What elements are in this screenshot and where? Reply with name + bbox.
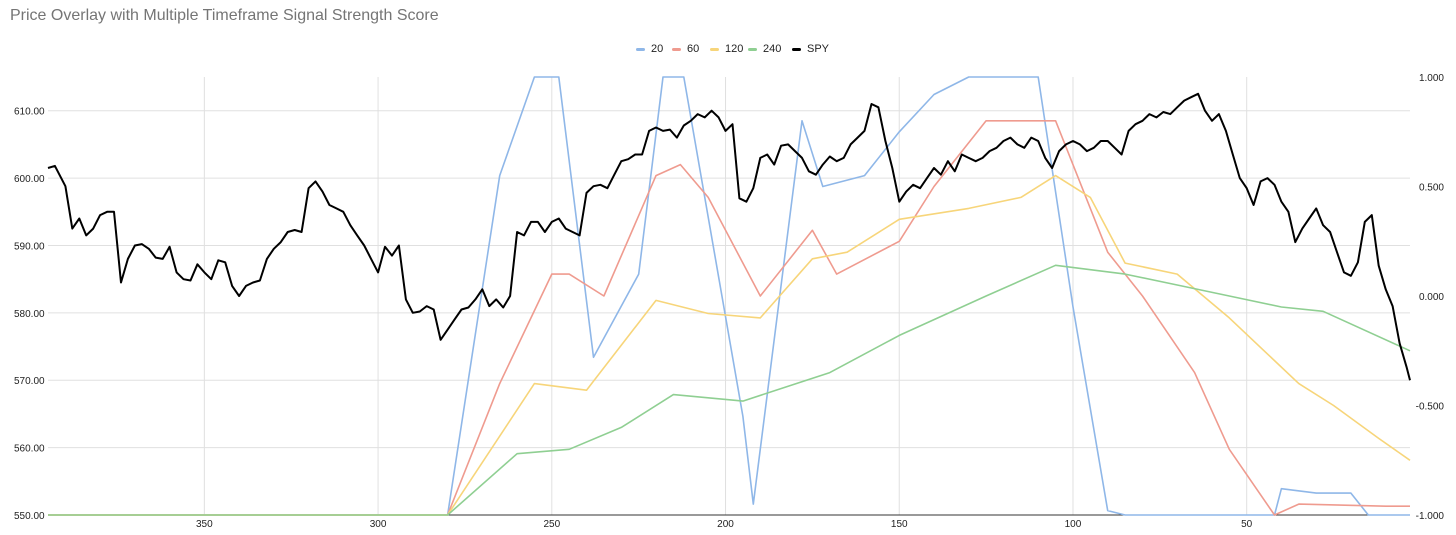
- y-left-tick-label: 600.00: [14, 174, 45, 185]
- legend-item-240[interactable]: 240: [748, 40, 781, 58]
- series-line-240: [48, 264, 1411, 516]
- x-tick-label: 150: [891, 519, 908, 530]
- x-tick-label: 50: [1241, 519, 1253, 530]
- y-right-tick-label: 1.000: [1419, 73, 1444, 84]
- y-right-tick-label: -0.500: [1416, 402, 1445, 413]
- legend-item-20[interactable]: 20: [636, 40, 663, 58]
- legend-item-120[interactable]: 120: [710, 40, 743, 58]
- series-line-spy: [47, 92, 1411, 381]
- y-left-tick-label: 590.00: [14, 241, 45, 252]
- legend-item-60[interactable]: 60: [672, 40, 699, 58]
- y-right-tick-label: 0.000: [1419, 292, 1444, 303]
- legend-swatch: [792, 47, 801, 51]
- legend-label: SPY: [807, 43, 830, 55]
- legend-swatch: [710, 47, 719, 51]
- legend-swatch: [672, 47, 681, 51]
- legend-label: 240: [763, 43, 782, 55]
- chart-title: Price Overlay with Multiple Timeframe Si…: [10, 7, 439, 24]
- legend-swatch: [636, 47, 645, 51]
- legend-swatch: [748, 47, 757, 51]
- y-left-tick-label: 570.00: [14, 376, 45, 387]
- x-tick-label: 300: [370, 519, 387, 530]
- y-right-tick-label: 0.500: [1419, 183, 1444, 194]
- y-left-tick-label: 580.00: [14, 309, 45, 320]
- y-left-tick-label: 560.00: [14, 444, 45, 455]
- chart-legend: 20 60 120 240 SPY: [0, 40, 1456, 58]
- legend-label: 20: [651, 43, 664, 55]
- y-right-tick-label: -1.000: [1416, 511, 1445, 522]
- x-tick-label: 350: [196, 519, 213, 530]
- series-line-60: [48, 120, 1410, 516]
- x-tick-label: 250: [543, 519, 560, 530]
- legend-label: 60: [687, 43, 700, 55]
- x-tick-label: 100: [1065, 519, 1082, 530]
- y-left-tick-label: 610.00: [14, 107, 45, 118]
- series-line-20: [48, 76, 1410, 516]
- legend-item-spy[interactable]: SPY: [792, 40, 829, 58]
- series-line-120: [48, 174, 1411, 516]
- x-tick-label: 200: [717, 519, 734, 530]
- y-left-tick-label: 550.00: [14, 511, 45, 522]
- legend-label: 120: [725, 43, 744, 55]
